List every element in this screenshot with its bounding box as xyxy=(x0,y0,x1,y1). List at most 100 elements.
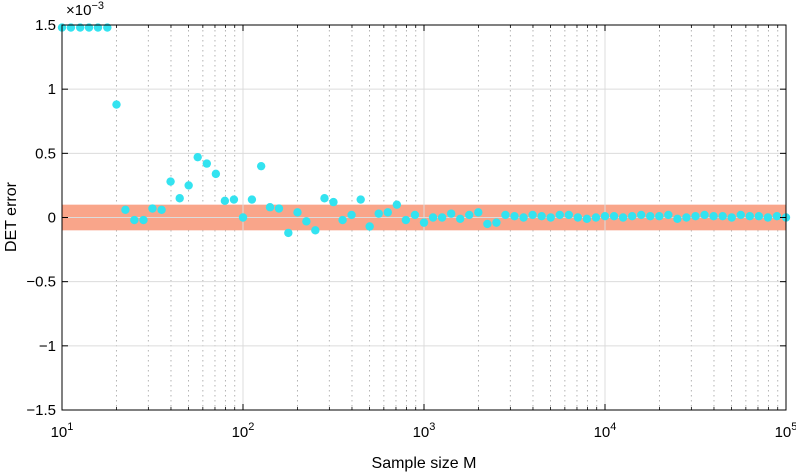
data-point xyxy=(537,212,546,221)
data-point xyxy=(247,195,257,204)
data-point xyxy=(465,210,474,220)
data-point xyxy=(664,210,673,220)
data-point xyxy=(528,210,537,220)
data-point xyxy=(193,152,202,162)
data-point xyxy=(329,197,338,207)
data-point xyxy=(573,213,583,222)
data-point xyxy=(456,214,465,223)
data-point xyxy=(682,213,691,222)
y-axis-label: DET error xyxy=(3,181,20,252)
data-point xyxy=(374,209,383,218)
data-point xyxy=(256,161,266,171)
data-point xyxy=(121,205,130,214)
data-point xyxy=(483,219,492,229)
data-point xyxy=(754,212,764,221)
data-point xyxy=(175,194,184,203)
data-point xyxy=(555,210,564,220)
data-points xyxy=(57,23,791,238)
data-point xyxy=(202,159,212,168)
data-point xyxy=(383,208,393,217)
data-point xyxy=(211,169,221,179)
data-point xyxy=(492,218,501,227)
y-tick-label: −1 xyxy=(39,338,56,355)
x-tick-labels: 101 102 103 104 105 xyxy=(51,421,796,441)
data-point xyxy=(691,212,700,221)
data-point xyxy=(772,212,782,221)
data-point xyxy=(519,213,528,222)
tick-marks xyxy=(61,24,787,411)
data-point xyxy=(284,228,293,238)
data-point xyxy=(293,208,302,217)
y-tick-label: 0 xyxy=(48,210,56,227)
data-point xyxy=(627,212,637,221)
data-point xyxy=(419,218,429,227)
x-tick-label: 105 xyxy=(775,421,796,441)
data-point xyxy=(446,209,456,218)
data-point xyxy=(700,210,709,220)
data-point xyxy=(510,212,519,221)
y-tick-label: 1.5 xyxy=(35,17,56,34)
x-tick-label: 102 xyxy=(232,421,255,441)
data-point xyxy=(365,222,374,231)
x-tick-base: 10 xyxy=(51,424,68,441)
data-point xyxy=(474,208,483,217)
x-tick-exponent: 3 xyxy=(429,421,435,433)
data-point xyxy=(745,212,755,221)
x-tick-exponent: 1 xyxy=(67,421,73,433)
data-point xyxy=(347,210,356,220)
x-tick-exponent: 2 xyxy=(248,421,254,433)
data-point xyxy=(564,210,574,220)
data-point xyxy=(274,204,284,213)
data-point xyxy=(184,181,193,190)
data-point xyxy=(582,214,592,223)
data-point xyxy=(718,212,727,221)
x-tick-exponent: 4 xyxy=(610,421,616,433)
y-multiplier-exponent: −3 xyxy=(91,0,104,12)
data-point xyxy=(618,213,628,222)
data-point xyxy=(166,177,175,186)
x-tick-label: 104 xyxy=(594,421,617,441)
data-point xyxy=(709,212,718,221)
data-point xyxy=(763,213,773,222)
y-tick-labels: 1.5 1 0.5 0 −0.5 −1 −1.5 xyxy=(26,17,56,419)
y-tick-label: 1 xyxy=(48,81,56,98)
data-point xyxy=(265,203,275,212)
y-multiplier-base: ×10 xyxy=(66,2,91,19)
data-point xyxy=(130,215,139,225)
y-tick-label: −1.5 xyxy=(26,402,56,419)
data-point xyxy=(637,210,646,220)
x-tick-base: 10 xyxy=(232,424,249,441)
y-multiplier: ×10−3 xyxy=(66,0,104,19)
data-point xyxy=(401,215,411,225)
x-tick-label: 101 xyxy=(51,421,74,441)
data-point xyxy=(311,226,320,235)
data-point xyxy=(238,213,248,222)
data-point xyxy=(229,195,239,204)
data-point xyxy=(591,213,601,222)
x-tick-exponent: 5 xyxy=(791,421,796,433)
data-point xyxy=(139,215,148,225)
data-point xyxy=(338,215,347,225)
y-tick-label: 0.5 xyxy=(35,145,56,162)
data-point xyxy=(501,210,510,220)
x-axis-label: Sample size M xyxy=(372,455,477,472)
data-point xyxy=(646,212,655,221)
data-point xyxy=(437,213,447,222)
data-point xyxy=(655,212,664,221)
x-tick-base: 10 xyxy=(413,424,430,441)
data-point xyxy=(320,194,329,203)
data-point xyxy=(220,196,230,206)
x-tick-label: 103 xyxy=(413,421,436,441)
data-point xyxy=(609,212,619,221)
data-point xyxy=(356,195,365,204)
data-point xyxy=(727,213,736,222)
data-point xyxy=(673,214,682,223)
data-point xyxy=(157,205,166,214)
data-point xyxy=(148,204,157,213)
data-point xyxy=(392,200,402,209)
data-point xyxy=(428,213,438,222)
data-point xyxy=(302,217,311,226)
data-point xyxy=(736,210,745,220)
